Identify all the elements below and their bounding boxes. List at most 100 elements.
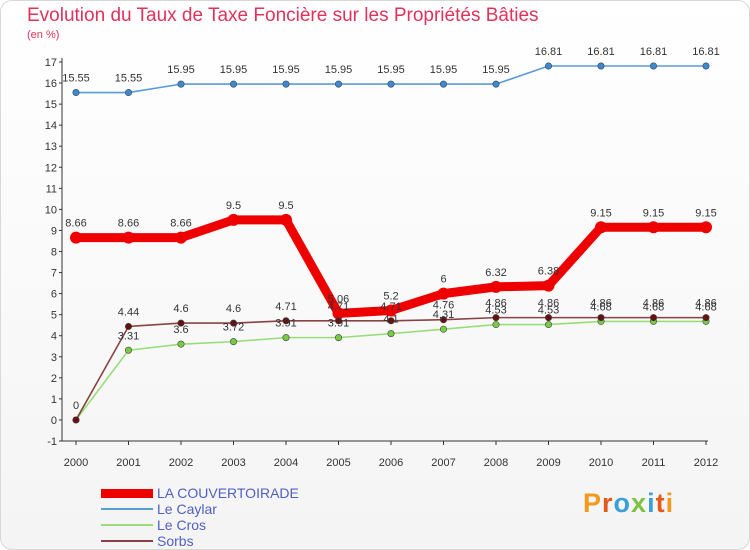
data-label: 15.95	[430, 64, 458, 76]
data-label: 6	[440, 274, 446, 286]
data-label: 3.31	[118, 330, 139, 342]
legend-item-sorbs: Sorbs	[101, 533, 299, 549]
data-point	[230, 319, 238, 327]
data-point	[334, 80, 342, 88]
chart-title: Evolution du Taux de Taxe Foncière sur l…	[27, 5, 539, 26]
legend-label-la-couvertoirade: LA COUVERTOIRADE	[157, 485, 299, 501]
data-label: 15.55	[115, 73, 143, 85]
data-point	[492, 80, 500, 88]
data-label: 8.66	[170, 218, 191, 230]
data-point	[125, 346, 133, 354]
data-point	[437, 287, 450, 300]
data-label: 15.95	[167, 64, 195, 76]
data-label: 4.6	[173, 303, 188, 315]
data-label: 9.15	[643, 207, 664, 219]
y-tick-label: 16	[45, 78, 57, 90]
data-point	[175, 231, 187, 244]
x-tick-label: 2008	[484, 457, 508, 469]
legend: LA COUVERTOIRADE Le Caylar Le Cros Sorbs	[101, 485, 299, 549]
y-tick-label: 7	[51, 268, 57, 280]
data-label: 15.95	[482, 64, 510, 76]
data-label: 5.2	[383, 290, 398, 302]
data-label: 9.15	[590, 207, 611, 219]
data-label: 9.5	[278, 200, 293, 212]
data-point	[649, 62, 657, 70]
data-label: 9.5	[226, 200, 241, 212]
data-label: 4.76	[433, 300, 454, 312]
data-label: 16.81	[587, 46, 615, 58]
data-label: 4.86	[643, 298, 664, 310]
data-label: 3.91	[275, 318, 296, 330]
legend-item-la-couvertoirade: LA COUVERTOIRADE	[101, 485, 299, 501]
y-tick-label: 8	[51, 247, 57, 259]
brand-letter: P	[583, 488, 603, 518]
brand-letter: t	[655, 488, 666, 518]
data-point	[72, 89, 80, 97]
data-label: 15.95	[325, 64, 353, 76]
legend-item-le-caylar: Le Caylar	[101, 501, 299, 517]
data-point	[282, 317, 290, 325]
data-label: 4.6	[226, 303, 241, 315]
y-tick-label: 9	[51, 225, 57, 237]
y-tick-label: 14	[45, 120, 57, 132]
data-point	[177, 340, 185, 348]
brand-letter: o	[613, 488, 632, 518]
legend-item-le-cros: Le Cros	[101, 517, 299, 533]
brand-letter: r	[602, 488, 614, 518]
data-label: 4.86	[485, 298, 506, 310]
y-tick-label: -1	[47, 436, 57, 448]
data-label: 0	[73, 400, 79, 412]
x-tick-label: 2005	[326, 457, 350, 469]
x-tick-label: 2009	[536, 457, 560, 469]
data-point	[334, 317, 342, 325]
data-point	[542, 279, 555, 292]
data-label: 8.66	[65, 218, 86, 230]
y-tick-label: 12	[45, 162, 57, 174]
x-tick-label: 2002	[169, 457, 193, 469]
data-point	[385, 304, 397, 317]
y-tick-label: 13	[45, 141, 57, 153]
data-point	[597, 314, 605, 322]
data-point	[439, 80, 447, 88]
data-point	[595, 221, 607, 234]
data-label: 3.6	[173, 324, 188, 336]
data-point	[227, 213, 240, 226]
brand-letter: i	[665, 488, 675, 518]
data-point	[544, 321, 552, 329]
data-point	[597, 62, 605, 70]
data-label: 4.68	[643, 301, 664, 313]
legend-swatch-la-couvertoirade	[101, 488, 153, 498]
data-label: 15.55	[62, 73, 90, 85]
x-tick-label: 2003	[221, 457, 245, 469]
y-tick-label: 10	[45, 204, 57, 216]
data-label: 4.1	[383, 314, 398, 326]
x-tick-label: 2001	[116, 457, 140, 469]
brand-logo: Proxiti	[583, 488, 674, 519]
y-tick-label: 15	[45, 99, 57, 111]
data-label: 6.38	[538, 266, 559, 278]
x-tick-label: 2011	[642, 457, 666, 469]
unit-label: (en %)	[27, 29, 60, 41]
data-label: 15.95	[220, 64, 248, 76]
data-point	[702, 314, 710, 322]
data-label: 3.91	[328, 318, 349, 330]
data-label: 8.66	[118, 218, 139, 230]
x-tick-label: 2006	[379, 457, 403, 469]
x-tick-label: 2010	[589, 457, 613, 469]
legend-label-le-caylar: Le Caylar	[157, 501, 217, 517]
data-point	[122, 231, 135, 244]
data-point	[387, 330, 395, 338]
data-label: 4.71	[275, 301, 296, 313]
data-label: 3.72	[223, 322, 244, 334]
data-point	[282, 80, 290, 88]
data-label: 4.53	[538, 305, 559, 317]
data-label: 4.68	[590, 301, 611, 313]
data-point	[177, 319, 185, 327]
data-point	[492, 321, 500, 329]
data-point	[544, 314, 552, 322]
data-label: 5.06	[328, 293, 349, 305]
data-label: 4.86	[590, 298, 611, 310]
data-label: 15.95	[272, 64, 300, 76]
legend-swatch-le-cros	[101, 524, 153, 526]
data-point	[70, 231, 82, 244]
